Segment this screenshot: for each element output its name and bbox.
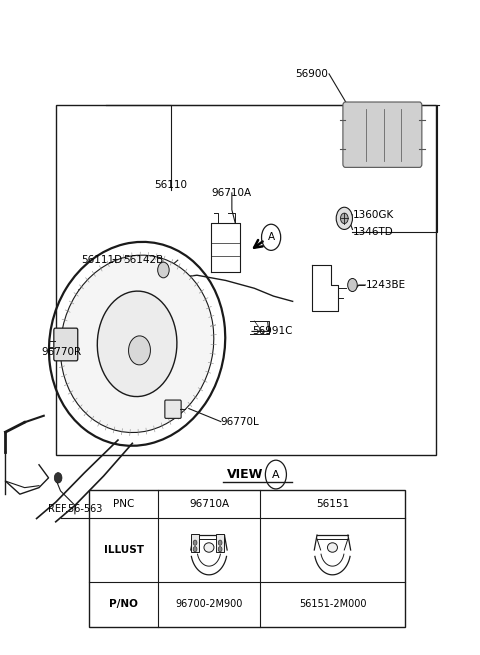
Circle shape	[193, 546, 197, 552]
Ellipse shape	[327, 543, 337, 552]
Ellipse shape	[204, 543, 214, 552]
Circle shape	[54, 473, 62, 483]
Bar	[216, 534, 225, 552]
Text: ILLUST: ILLUST	[104, 545, 144, 555]
Text: 96700-2M900: 96700-2M900	[175, 599, 243, 609]
FancyBboxPatch shape	[54, 328, 78, 361]
Text: PNC: PNC	[113, 499, 134, 509]
Text: P/NO: P/NO	[109, 599, 138, 609]
Text: 56142B: 56142B	[123, 255, 163, 265]
FancyBboxPatch shape	[343, 102, 422, 168]
Text: A: A	[272, 470, 280, 479]
Circle shape	[336, 207, 352, 229]
Bar	[56, 105, 436, 455]
Text: 1243BE: 1243BE	[365, 280, 406, 290]
Text: 96710A: 96710A	[211, 188, 252, 198]
Text: 56991C: 56991C	[252, 326, 292, 337]
Ellipse shape	[97, 291, 177, 396]
Circle shape	[348, 278, 357, 291]
Bar	[89, 489, 405, 627]
Text: 56110: 56110	[154, 180, 187, 190]
Text: 96710A: 96710A	[189, 499, 229, 509]
FancyBboxPatch shape	[165, 400, 181, 419]
Text: 56111D: 56111D	[81, 255, 122, 265]
Text: REF.56-563: REF.56-563	[48, 504, 102, 514]
Text: 56900: 56900	[296, 69, 328, 79]
Bar	[191, 534, 199, 552]
Text: A: A	[267, 233, 275, 242]
Text: 1360GK: 1360GK	[352, 210, 394, 220]
Circle shape	[157, 262, 169, 278]
Ellipse shape	[60, 255, 214, 432]
Ellipse shape	[129, 336, 150, 365]
Circle shape	[218, 540, 222, 545]
Circle shape	[340, 213, 348, 223]
Text: 96770R: 96770R	[42, 346, 82, 357]
Circle shape	[193, 540, 197, 545]
Circle shape	[218, 546, 222, 552]
Text: 56151-2M000: 56151-2M000	[299, 599, 366, 609]
Text: 96770L: 96770L	[221, 417, 260, 426]
Text: 56151: 56151	[316, 499, 349, 509]
Text: VIEW: VIEW	[227, 468, 263, 481]
Text: 1346TD: 1346TD	[352, 227, 393, 237]
